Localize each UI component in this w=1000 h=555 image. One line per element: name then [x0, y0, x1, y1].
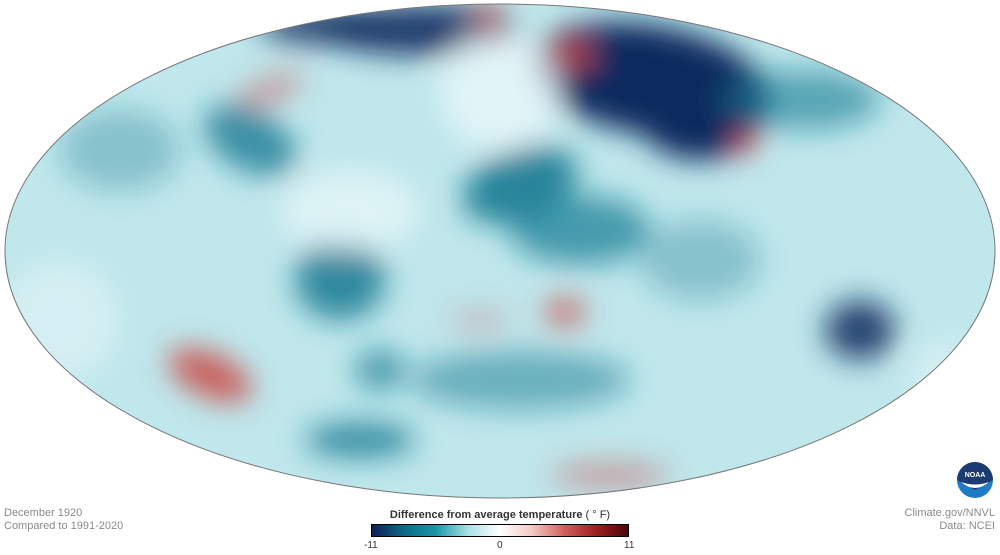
- legend-min: -11: [364, 540, 378, 551]
- map-caption-date: December 1920 Compared to 1991-2020: [4, 507, 123, 533]
- legend-max: 11: [624, 540, 635, 551]
- cold-anomaly-region: [204, 103, 296, 177]
- near-average-region: [280, 170, 420, 250]
- warm-anomaly-region: [236, 73, 304, 107]
- cold-anomaly-region: [60, 110, 180, 190]
- warm-anomaly-region: [168, 347, 252, 403]
- legend-title-text: Difference from average temperature: [389, 509, 583, 521]
- legend-color-bar: [371, 524, 629, 537]
- cold-anomaly-region: [305, 422, 415, 458]
- legend-mid: 0: [497, 540, 503, 551]
- cold-anomaly-region: [720, 70, 880, 130]
- legend-unit: ( ° F): [585, 509, 611, 521]
- noaa-logo: NOAA: [957, 462, 993, 498]
- cold-anomaly-region: [260, 5, 380, 45]
- credit-source: Climate.gov/NNVL: [904, 507, 995, 519]
- cold-anomaly-region: [510, 195, 650, 265]
- warm-anomaly-region: [450, 310, 510, 330]
- warm-anomaly-region: [545, 298, 585, 326]
- map-outline: [4, 3, 996, 499]
- caption-baseline: Compared to 1991-2020: [4, 520, 124, 532]
- warm-anomaly-region: [480, 4, 500, 40]
- map-credits: Climate.gov/NNVL Data: NCEI: [905, 507, 995, 533]
- cold-anomaly-region: [355, 350, 405, 390]
- legend-title: Difference from average temperature ( ° …: [371, 509, 629, 521]
- warm-anomaly-region: [545, 40, 595, 70]
- svg-text:NOAA: NOAA: [965, 472, 986, 479]
- temperature-anomaly-map: [4, 3, 996, 499]
- cold-anomaly-region: [825, 300, 895, 360]
- near-average-region: [5, 260, 120, 380]
- warm-anomaly-region: [550, 463, 670, 487]
- cold-anomaly-region: [410, 350, 630, 410]
- credit-data: Data: NCEI: [939, 520, 995, 532]
- warm-anomaly-region: [733, 130, 757, 154]
- cold-anomaly-region: [295, 240, 385, 320]
- caption-month: December 1920: [4, 507, 83, 519]
- near-average-region: [440, 30, 560, 150]
- cold-anomaly-region: [640, 220, 760, 300]
